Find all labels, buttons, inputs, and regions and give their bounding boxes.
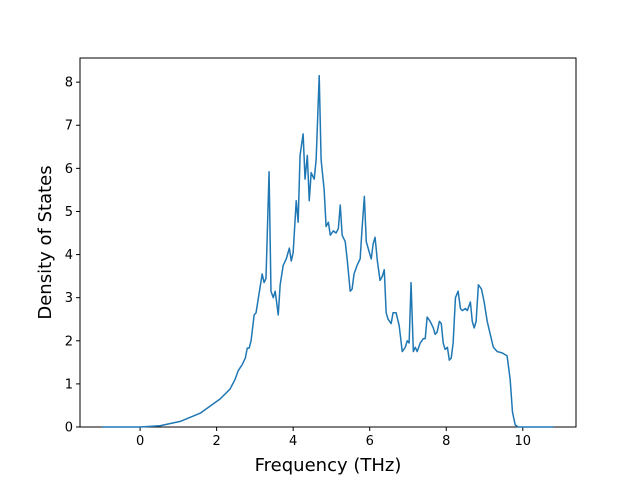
x-tick-label: 6 <box>366 434 374 449</box>
y-tick-label: 7 <box>65 119 73 134</box>
x-axis-label: Frequency (THz) <box>255 455 402 476</box>
y-tick-label: 5 <box>65 205 73 220</box>
y-tick-label: 1 <box>65 377 73 392</box>
y-tick-label: 0 <box>65 421 73 436</box>
x-tick-label: 8 <box>442 434 450 449</box>
y-tick-label: 8 <box>65 76 73 91</box>
y-axis-label: Density of States <box>35 165 56 319</box>
y-tick-label: 6 <box>65 162 73 177</box>
y-tick-label: 4 <box>65 248 73 263</box>
data-line <box>102 74 554 428</box>
x-tick-label: 10 <box>515 434 532 449</box>
x-tick-label: 0 <box>136 434 144 449</box>
y-tick-label: 2 <box>65 334 73 349</box>
x-tick-label: 2 <box>212 434 220 449</box>
y-tick-label: 3 <box>65 291 73 306</box>
x-tick-label: 4 <box>289 434 297 449</box>
axes-frame <box>79 57 577 428</box>
